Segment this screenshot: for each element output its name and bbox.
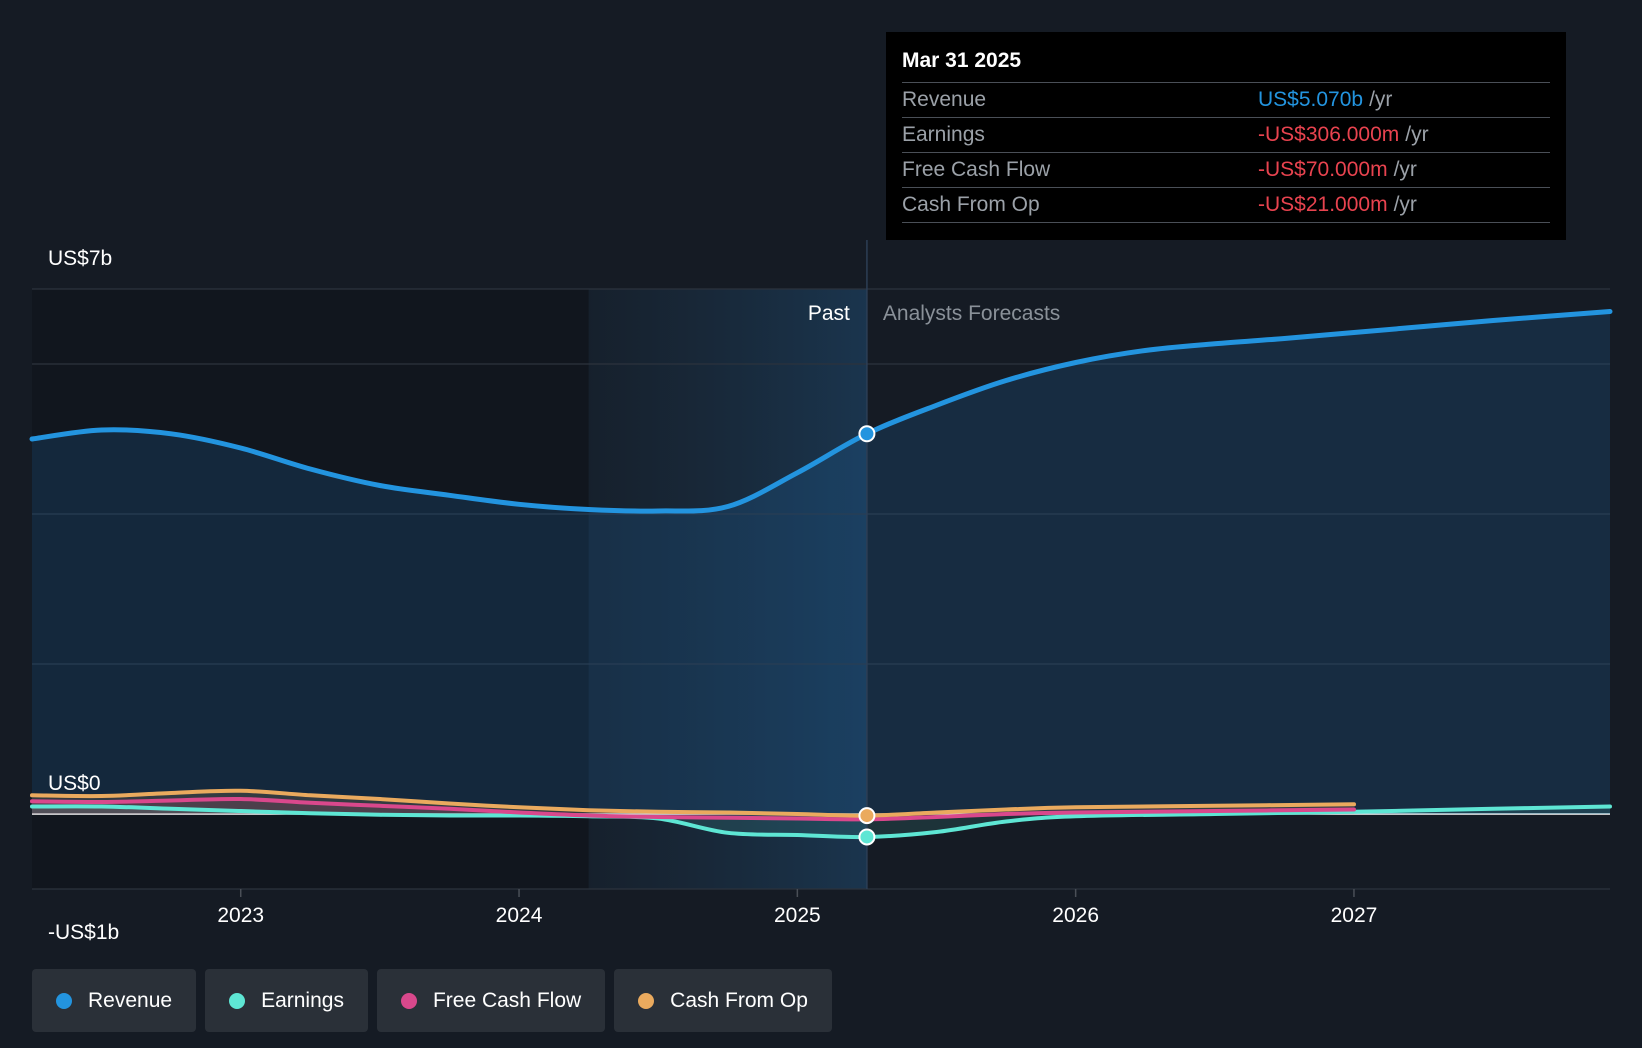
y-tick-label: -US$1b: [48, 921, 119, 944]
tooltip-label: Free Cash Flow: [902, 158, 1051, 181]
tooltip-row-cash-from-op: Cash From Op -US$21.000m/yr: [902, 188, 1550, 223]
tooltip-row-revenue: Revenue US$5.070b/yr: [902, 83, 1550, 118]
series-area: [32, 311, 1610, 814]
tooltip-unit: /yr: [1405, 123, 1429, 146]
legend-item-cash-from-op[interactable]: Cash From Op: [614, 969, 832, 1032]
legend: Revenue Earnings Free Cash Flow Cash Fro…: [32, 969, 832, 1032]
legend-label: Earnings: [261, 988, 344, 1012]
legend-dot-icon: [400, 992, 417, 1009]
tooltip-unit: /yr: [1369, 88, 1393, 111]
tooltip-row-free-cash-flow: Free Cash Flow -US$70.000m/yr: [902, 153, 1550, 188]
x-tick-label: 2023: [217, 904, 264, 927]
tooltip-label: Earnings: [902, 123, 985, 146]
series-lines: [29, 309, 1613, 840]
tooltip-value: -US$70.000m: [1258, 158, 1388, 181]
series-line: [30, 796, 1356, 822]
tooltip-unit: /yr: [1393, 193, 1417, 216]
tooltip: Mar 31 2025 Revenue US$5.070b/yr Earning…: [886, 32, 1566, 240]
tooltip-value: -US$306.000m: [1258, 123, 1400, 146]
x-tick-label: 2024: [496, 904, 543, 927]
series-line: [29, 309, 1613, 514]
series-line: [30, 788, 1356, 818]
markers: [858, 425, 876, 846]
series-line: [30, 804, 1612, 840]
past-region-highlight: [588, 289, 867, 889]
legend-dot-icon: [56, 992, 72, 1009]
legend-label: Revenue: [88, 988, 173, 1012]
x-tick-label: 2027: [1331, 904, 1378, 927]
y-axis-labels: US$7b US$0 -US$1b: [48, 247, 119, 944]
legend-item-free-cash-flow[interactable]: Free Cash Flow: [376, 969, 606, 1032]
tooltip-date: Mar 31 2025: [902, 46, 1550, 83]
tooltip-value: -US$21.000m: [1258, 193, 1388, 216]
tooltip-unit: /yr: [1393, 158, 1417, 181]
history-background: [32, 289, 589, 889]
data-point-marker: [858, 828, 876, 846]
legend-item-revenue[interactable]: Revenue: [32, 969, 197, 1032]
y-tick-label: US$7b: [48, 247, 112, 270]
forecast-label: Analysts Forecasts: [883, 302, 1060, 325]
legend-dot-icon: [229, 992, 246, 1009]
legend-item-earnings[interactable]: Earnings: [205, 969, 368, 1032]
data-point-marker: [858, 425, 876, 443]
data-point-marker: [858, 807, 876, 825]
legend-label: Cash From Op: [670, 988, 808, 1012]
tooltip-label: Cash From Op: [902, 193, 1040, 216]
legend-label: Free Cash Flow: [432, 988, 582, 1012]
tooltip-row-earnings: Earnings -US$306.000m/yr: [902, 118, 1550, 153]
tooltip-value: US$5.070b: [1258, 88, 1364, 111]
tooltip-label: Revenue: [902, 88, 987, 111]
x-tick-label: 2025: [774, 904, 821, 927]
legend-dot-icon: [638, 992, 655, 1009]
x-axis-labels: 2023 2024 2025 2026 2027: [217, 889, 1377, 927]
past-label: Past: [808, 302, 850, 325]
x-tick-label: 2026: [1052, 904, 1099, 927]
y-tick-label: US$0: [48, 772, 101, 795]
